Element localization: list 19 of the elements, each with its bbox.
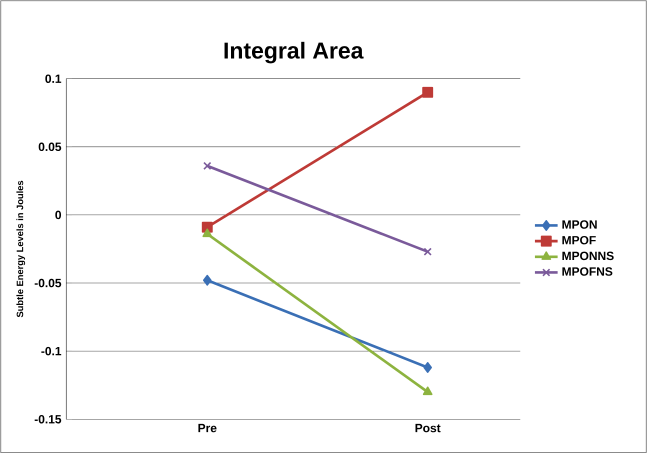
chart-title: Integral Area: [224, 42, 364, 64]
point: [202, 274, 212, 286]
y-axis-title: Subtle Energy Levels in Joules: [16, 180, 26, 318]
y-tick-label: -0.15: [34, 414, 62, 424]
legend-label: MPOF: [562, 236, 596, 244]
y-tick-label: 0.05: [38, 142, 62, 151]
point: [203, 162, 212, 170]
legend-label: MPOFNS: [562, 267, 612, 276]
y-tick-label: 0.1: [45, 74, 62, 83]
x-tick-label: Post: [416, 424, 441, 432]
legend-label: MPONNS: [562, 251, 614, 260]
legend-label: MPON: [562, 220, 597, 229]
y-tick-label: 0: [55, 210, 62, 220]
point: [423, 362, 432, 373]
point: [424, 247, 432, 256]
y-tick-label: -0.1: [41, 346, 62, 356]
y-tick-label: -0.05: [34, 278, 62, 288]
point: [422, 86, 434, 98]
x-tick-label: Pre: [198, 424, 217, 432]
